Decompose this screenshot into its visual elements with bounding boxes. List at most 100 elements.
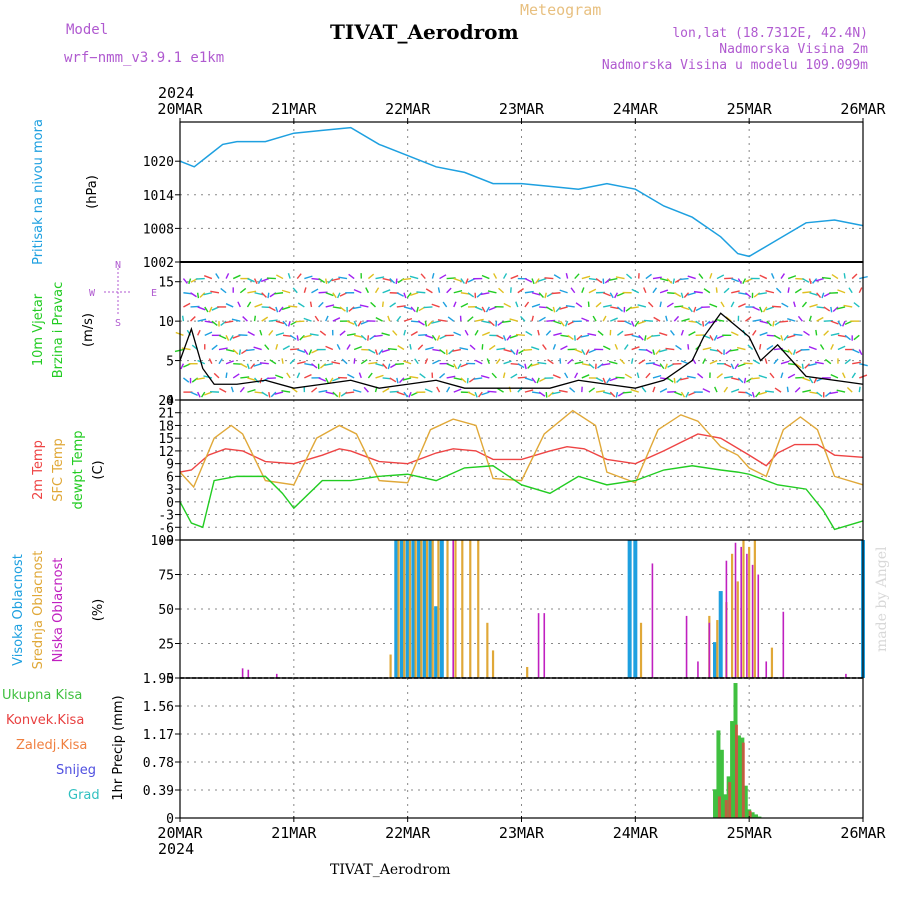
cloud-bar-0 [411,540,416,678]
wind-barb [647,301,654,308]
cloud-bar-1 [425,540,429,678]
product-title: Meteogram [520,1,602,19]
wind-barb [858,386,861,393]
y-tick-label: 24 [158,394,174,409]
wind-barb [297,361,306,365]
wind-barb [630,388,639,393]
wind-barb [446,363,455,368]
wind-barb [802,277,810,283]
wind-barb [615,376,625,379]
cloud-bar-0 [434,606,439,678]
cloud-bar-0 [405,540,410,678]
wind-barb [645,362,655,365]
wind-barb [480,292,490,296]
wind-barb [481,331,490,336]
wind-barb [373,334,383,338]
precip-bar-1 [748,810,752,818]
wind-barb [608,360,618,365]
wind-barb [240,376,250,379]
wind-barb [762,306,768,313]
wind-barb [281,390,291,393]
precip-bar-0 [753,814,758,818]
wind-barb [387,315,391,322]
wind-barb [634,320,640,327]
wind-barb [659,301,662,308]
wind-barb [474,329,479,336]
wind-barb [858,349,863,356]
wind-barb [254,292,264,296]
wind-barb [624,373,632,379]
precip-bar-1 [724,800,728,818]
cloud-bar-1 [414,540,417,678]
wind-barb [275,306,279,313]
wind-barb [808,346,817,351]
panel-frame [179,539,864,679]
wind-barb [324,363,333,366]
wind-barb [502,335,507,341]
wind-barb [467,292,475,298]
wind-barb [614,292,619,299]
wind-barb [747,344,754,351]
wind-barb [446,375,456,379]
wind-barb [783,334,789,341]
precip-legend-0: Ukupna Kisa [2,688,82,703]
wind-barb [665,347,675,351]
wind-barb [631,334,641,339]
wind-barb [501,320,511,324]
wind-barb [759,274,768,280]
wind-barb [188,278,192,285]
wind-barb [299,334,305,341]
wind-barb [794,363,802,369]
wind-barb [353,358,356,364]
wind-barb [780,273,785,279]
wind-barb [567,358,574,365]
wind-barb [759,320,769,324]
wind-barb [487,290,497,294]
wind-barb [730,277,740,283]
wind-barb [353,320,358,327]
wind-barb [523,348,533,351]
wind-barb [658,348,668,353]
wind-barb [218,334,227,340]
precip-bar-1 [728,782,732,818]
wind-barb [837,334,847,338]
cloud-bar-1 [477,540,480,678]
x-tick-label-bottom: 22MAR [385,824,431,842]
wind-barb [567,334,574,341]
wind-barb [564,372,569,379]
precip-bar-0 [750,812,755,818]
cloud-bar-2 [708,622,711,678]
wind-barb [488,306,497,311]
y-tick-label: 1020 [143,155,174,170]
wind-barb [829,391,839,395]
wind-barb [502,273,508,279]
cloud-bar-2 [845,673,847,678]
wind-barb [581,374,590,379]
wind-barb [606,377,611,384]
model-height-label: Nadmorska Visina u modelu 109.099m [601,58,868,73]
wind-barb [510,373,518,379]
wind-barb [801,363,804,370]
wind-barb [208,358,213,365]
wind-barb [453,301,457,308]
wind-barb [665,315,668,322]
wind-barb [603,304,612,308]
wind-barb [823,330,829,336]
wind-barb [353,345,362,351]
wind-barb [446,386,451,393]
wind-barb [708,320,718,324]
ylabel-pressure-unit: (hPa) [85,175,100,209]
wind-barb [261,292,267,298]
wind-barb [851,273,858,280]
wind-barb [537,329,540,336]
wind-barb [816,292,822,299]
wind-barb [453,277,462,282]
wind-barb [296,335,299,341]
wind-barb [766,344,774,351]
wind-barb [630,358,634,364]
wind-barb [601,363,611,366]
wind-barb [852,361,861,365]
wind-barb [460,278,465,284]
wind-barb [378,349,384,355]
wind-barb [702,321,705,327]
